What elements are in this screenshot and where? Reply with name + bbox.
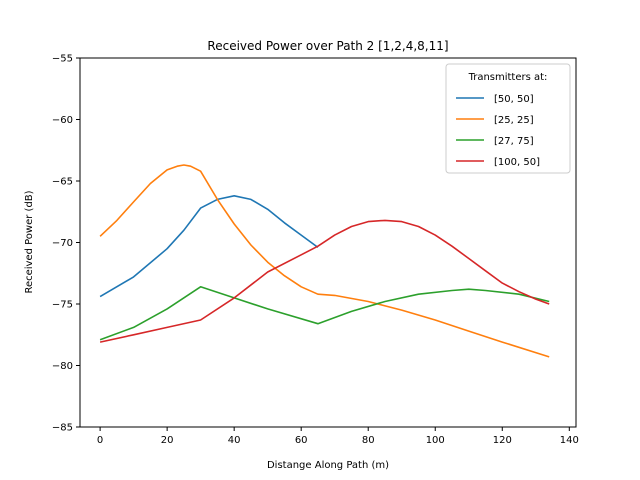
legend: Transmitters at: [50, 50] [25, 25] [27, 75]…	[445, 63, 571, 174]
legend-title: Transmitters at:	[468, 72, 548, 83]
legend-entry-2: [27, 75]	[494, 136, 534, 147]
chart-title: Received Power over Path 2 [1,2,4,8,11]	[207, 39, 448, 53]
axes: 0 20 40 60 80 100 120 140 −85 −80 −75 −70 −65 −60 −55	[52, 54, 579, 447]
x-tick-label: 20	[161, 435, 174, 446]
y-tick-label: −80	[52, 361, 73, 372]
y-tick-label: −65	[52, 177, 73, 188]
y-tick-label: −55	[52, 54, 73, 65]
plot-area	[99, 164, 550, 358]
x-tick-label: 100	[426, 435, 445, 446]
series-line-2	[99, 285, 550, 341]
x-tick-label: 120	[493, 435, 512, 446]
legend-entry-3: [100, 50]	[494, 157, 540, 168]
x-tick-label: 40	[228, 435, 241, 446]
y-axis-label: Received Power (dB)	[24, 190, 35, 293]
y-tick-label: −75	[52, 300, 73, 311]
y-tick-label: −60	[52, 115, 73, 126]
x-tick-label: 140	[560, 435, 579, 446]
series-line-1	[99, 164, 550, 358]
x-tick-label: 60	[295, 435, 308, 446]
y-tick-label: −85	[52, 423, 73, 434]
legend-entry-0: [50, 50]	[494, 94, 534, 105]
x-tick-label: 0	[97, 435, 103, 446]
x-axis-label: Distange Along Path (m)	[267, 460, 389, 471]
x-tick-label: 80	[362, 435, 375, 446]
legend-box	[445, 63, 571, 174]
series-line-3	[99, 219, 550, 343]
series-line-0	[99, 195, 319, 298]
y-tick-label: −70	[52, 238, 73, 249]
legend-entry-1: [25, 25]	[494, 115, 534, 126]
